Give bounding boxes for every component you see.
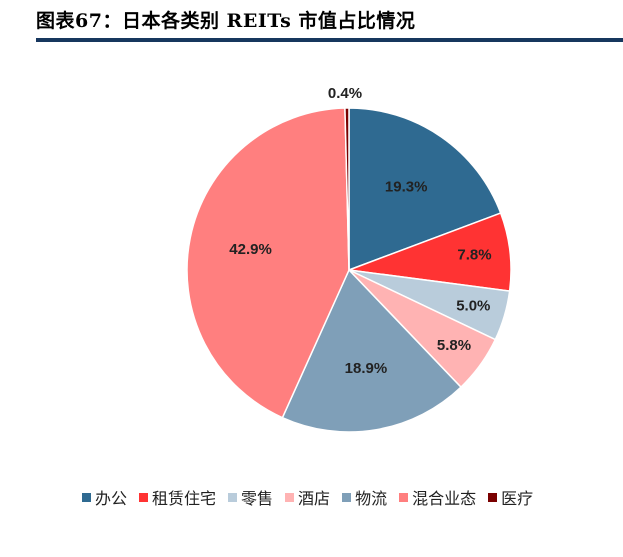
data-label-3: 5.0% [456,298,490,315]
legend-item-2: 租赁住宅 [139,485,216,509]
legend-label: 酒店 [298,489,331,508]
legend-swatch [342,492,352,502]
legend-item-6: 混合业态 [399,485,476,509]
data-label-4: 5.8% [437,337,471,354]
data-label-1: 19.3% [385,178,428,195]
data-label-6: 42.9% [229,241,272,258]
legend-item-1: 办公 [82,485,127,509]
legend-item-3: 零售 [228,485,273,509]
legend-swatch [285,492,295,502]
legend-swatch [139,492,149,502]
legend: 办公 租赁住宅 零售 酒店 物流 混合业态 医疗 [82,485,545,509]
legend-item-4: 酒店 [285,485,330,509]
pie-slice-7 [344,107,350,271]
title-divider [36,38,623,42]
legend-swatch [488,492,498,502]
data-label-5: 18.9% [345,360,388,377]
pie-slice-6 [186,107,350,419]
legend-label: 办公 [95,489,128,508]
data-label-7: 0.4% [328,85,362,102]
data-label-2: 7.8% [457,247,491,264]
legend-swatch [399,492,409,502]
legend-label: 租赁住宅 [152,489,217,508]
pie-chart: 19.3% 7.8% 5.0% 5.8% 18.9% 42.9% 0.4% [186,85,512,433]
chart-title: 图表67：日本各类别 REITs 市值占比情况 [36,10,416,32]
pie-slice-5 [281,268,462,433]
legend-swatch [228,492,238,502]
pie-slice-1 [348,107,502,272]
legend-item-5: 物流 [342,485,387,509]
legend-swatch [82,492,91,502]
legend-item-7: 医疗 [488,485,533,509]
legend-label: 医疗 [501,489,534,508]
legend-label: 物流 [355,489,388,508]
legend-label: 混合业态 [412,489,477,508]
legend-label: 零售 [241,489,274,508]
